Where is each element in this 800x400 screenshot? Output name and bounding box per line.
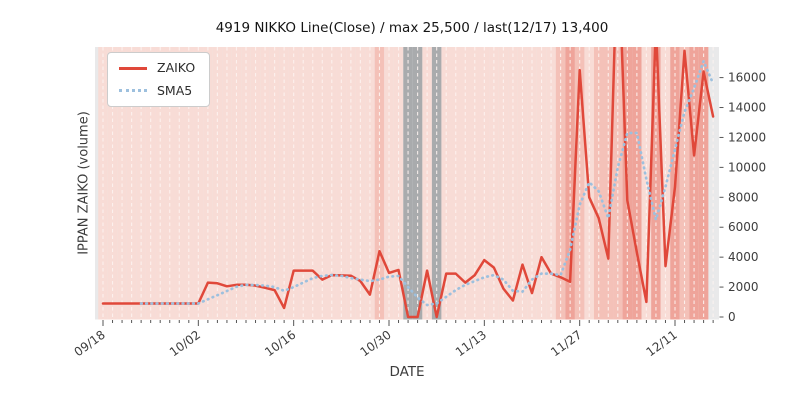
sales-band bbox=[479, 47, 490, 320]
y-tick-label: 4000 bbox=[728, 250, 759, 264]
sales-band bbox=[460, 47, 471, 320]
sma5-line-sample-icon bbox=[119, 89, 147, 93]
y-axis: 0 2000 4000 6000 8000 10000 12000 14000 16000 bbox=[719, 71, 766, 324]
legend: ZAIKO SMA5 bbox=[107, 52, 211, 107]
sales-band bbox=[193, 47, 204, 320]
sales-band bbox=[365, 47, 375, 320]
x-axis: 09/18 10/02 10/16 10/30 11/13 11/27 12/11 bbox=[72, 320, 714, 359]
sales-band bbox=[269, 47, 280, 320]
sales-band bbox=[679, 47, 690, 320]
sales-band bbox=[174, 47, 185, 320]
sales-band bbox=[279, 47, 289, 320]
sales-band bbox=[288, 47, 299, 320]
sales-band bbox=[574, 47, 585, 320]
sma5-line bbox=[139, 59, 715, 307]
legend-item-sma5: SMA5 bbox=[119, 82, 195, 98]
sales-band bbox=[555, 47, 566, 320]
sales-band bbox=[498, 47, 509, 320]
y-tick-label: 6000 bbox=[728, 220, 759, 234]
sales-band bbox=[689, 47, 699, 320]
x-tick-label: 12/11 bbox=[644, 328, 680, 360]
zaiko-line bbox=[101, 47, 715, 319]
chart-title: 4919 NIKKO Line(Close) / max 25,500 / la… bbox=[215, 20, 609, 36]
legend-label-zaiko: ZAIKO bbox=[157, 60, 196, 75]
sales-band bbox=[317, 47, 328, 320]
sales-band bbox=[422, 47, 432, 320]
sales-band bbox=[98, 47, 108, 320]
y-tick-label: 14000 bbox=[728, 101, 766, 115]
sales-band bbox=[613, 47, 623, 320]
y-tick-label: 0 bbox=[728, 310, 736, 324]
sales-band bbox=[184, 47, 194, 320]
zaiko-line-sample-icon bbox=[119, 66, 147, 70]
sales-band bbox=[651, 47, 661, 320]
sales-band bbox=[346, 47, 356, 320]
sales-band bbox=[155, 47, 165, 320]
y-tick-label: 12000 bbox=[728, 130, 766, 144]
sales-band bbox=[508, 47, 518, 320]
y-tick-label: 16000 bbox=[728, 71, 766, 85]
sales-band bbox=[527, 47, 537, 320]
zero-stock-band bbox=[431, 47, 442, 320]
sales-band bbox=[593, 47, 604, 320]
zero-stock-band bbox=[403, 47, 413, 320]
sales-band bbox=[603, 47, 614, 320]
x-axis-label: DATE bbox=[389, 364, 425, 380]
sales-band bbox=[107, 47, 118, 320]
zero-stock-band bbox=[412, 47, 423, 320]
x-tick-label: 09/18 bbox=[72, 328, 108, 360]
sales-band bbox=[260, 47, 270, 320]
sales-band bbox=[336, 47, 347, 320]
sales-band bbox=[393, 47, 404, 320]
x-tick-label: 11/27 bbox=[548, 328, 584, 360]
y-axis-label: IPPAN ZAIKO (volume) bbox=[76, 111, 92, 255]
sales-band bbox=[470, 47, 480, 320]
band-layer bbox=[98, 47, 709, 320]
sales-band bbox=[450, 47, 461, 320]
sales-band bbox=[307, 47, 318, 320]
sales-band bbox=[298, 47, 308, 320]
y-tick-label: 2000 bbox=[728, 280, 759, 294]
sales-band bbox=[250, 47, 261, 320]
x-tick-label: 11/13 bbox=[453, 328, 489, 360]
sales-band bbox=[327, 47, 337, 320]
sales-band bbox=[489, 47, 499, 320]
legend-item-zaiko: ZAIKO bbox=[119, 60, 196, 75]
sales-band bbox=[441, 47, 451, 320]
sales-band bbox=[117, 47, 127, 320]
legend-label-sma5: SMA5 bbox=[157, 82, 193, 98]
sales-band bbox=[145, 47, 156, 320]
x-tick-label: 10/30 bbox=[358, 328, 394, 360]
series-layer bbox=[101, 47, 715, 319]
sales-band bbox=[231, 47, 242, 320]
sales-band bbox=[546, 47, 556, 320]
sales-band bbox=[222, 47, 232, 320]
sales-band bbox=[355, 47, 366, 320]
y-tick-label: 10000 bbox=[728, 160, 766, 174]
sales-band bbox=[241, 47, 251, 320]
sales-band bbox=[698, 47, 709, 320]
sales-band bbox=[374, 47, 385, 320]
sales-band bbox=[536, 47, 547, 320]
sales-band bbox=[632, 47, 642, 320]
y-tick-label: 8000 bbox=[728, 190, 759, 204]
sales-band bbox=[384, 47, 394, 320]
sales-band bbox=[126, 47, 137, 320]
sales-band bbox=[517, 47, 528, 320]
sales-band bbox=[136, 47, 146, 320]
sales-band bbox=[212, 47, 223, 320]
sales-band bbox=[660, 47, 671, 320]
sales-band bbox=[164, 47, 175, 320]
x-tick-label: 10/02 bbox=[167, 328, 203, 360]
x-tick-label: 10/16 bbox=[262, 328, 298, 360]
sales-band bbox=[203, 47, 213, 320]
sales-band bbox=[565, 47, 575, 320]
